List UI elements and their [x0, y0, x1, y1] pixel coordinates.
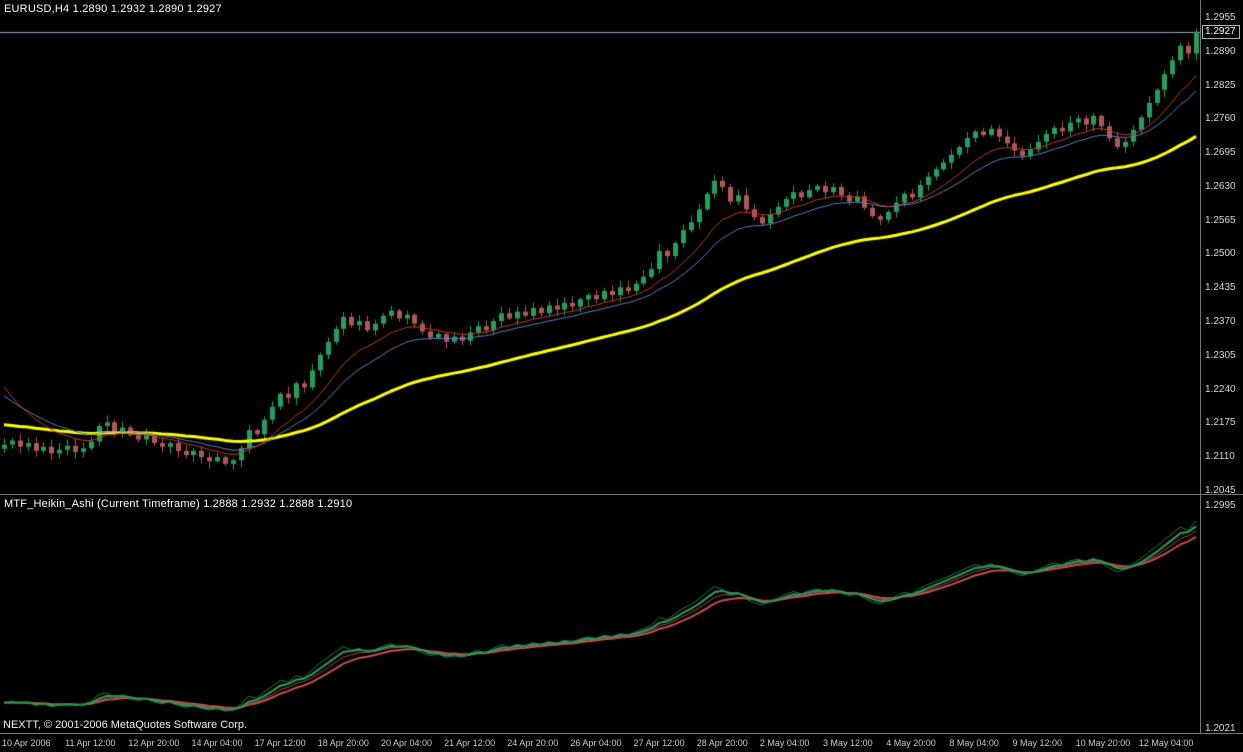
status-text: NEXTT, © 2001-2006 MetaQuotes Software C…: [3, 719, 248, 731]
price-axis[interactable]: 1.2927 1.2955 1.2890 1.2825 1.2760 1.2695 1.2…: [1200, 0, 1243, 496]
time-tick-label: 26 Apr 04:00: [570, 738, 622, 748]
time-tick-label: 11 Apr 12:00: [65, 738, 116, 748]
time-tick-label: 18 Apr 20:00: [317, 738, 369, 748]
price-tick-label: 1.2695: [1205, 147, 1236, 159]
indicator-axis[interactable]: 1.2995 1.2021: [1200, 495, 1243, 735]
time-tick-label: 10 Apr 2006: [2, 738, 51, 748]
main-chart-panel: EURUSD,H4 1.2890 1.2932 1.2890 1.2927 1.…: [0, 0, 1243, 496]
time-tick-label: 9 May 12:00: [1012, 738, 1063, 748]
indicator-tick-label: 1.2021: [1205, 723, 1236, 735]
main-chart-title: EURUSD,H4 1.2890 1.2932 1.2890 1.2927: [4, 3, 222, 15]
time-tick-label: 10 May 20:00: [1075, 738, 1131, 748]
indicator-panel: MTF_Heikin_Ashi (Current Timeframe) 1.28…: [0, 495, 1243, 734]
price-tick-label: 1.2110: [1205, 451, 1235, 463]
time-tick-label: 27 Apr 12:00: [633, 738, 685, 748]
price-tick-label: 1.2305: [1205, 349, 1236, 361]
price-tick-label: 1.2565: [1205, 214, 1236, 226]
main-chart-canvas[interactable]: [0, 0, 1200, 494]
time-tick-label: 8 May 04:00: [949, 738, 999, 748]
price-tick-label: 1.2435: [1205, 282, 1236, 294]
price-tick-label: 1.2500: [1205, 248, 1236, 260]
indicator-tick-label: 1.2995: [1205, 500, 1236, 512]
time-tick-label: 20 Apr 04:00: [380, 738, 432, 748]
time-tick-label: 24 Apr 20:00: [507, 738, 559, 748]
price-tick-label: 1.2825: [1205, 79, 1236, 91]
time-tick-label: 21 Apr 12:00: [444, 738, 496, 748]
time-tick-label: 12 Apr 20:00: [128, 738, 180, 748]
price-tick-label: 1.2630: [1205, 180, 1236, 192]
indicator-title: MTF_Heikin_Ashi (Current Timeframe) 1.28…: [4, 498, 353, 510]
price-tick-label: 1.2240: [1205, 383, 1236, 395]
price-tick-label: 1.2175: [1205, 417, 1236, 429]
time-tick-label: 3 May 12:00: [823, 738, 873, 748]
time-tick-label: 4 May 20:00: [886, 738, 936, 748]
time-tick-label: 17 Apr 12:00: [254, 738, 306, 748]
indicator-canvas[interactable]: [0, 495, 1200, 733]
time-tick-label: 2 May 04:00: [759, 738, 810, 748]
price-tick-label: 1.2760: [1205, 113, 1236, 125]
price-tick-label: 1.2955: [1205, 12, 1236, 24]
price-tick-label: 1.2045: [1205, 484, 1236, 496]
time-tick-label: 14 Apr 04:00: [191, 738, 243, 748]
price-tick-label: 1.2890: [1205, 45, 1236, 57]
time-tick-label: 28 Apr 20:00: [696, 738, 748, 748]
time-tick-label: 12 May 04:00: [1138, 738, 1194, 748]
time-axis[interactable]: 10 Apr 2006 11 Apr 12:00 12 Apr 20:00 14 Ap…: [0, 734, 1243, 752]
current-price-tag: 1.2927: [1202, 24, 1240, 39]
price-tick-label: 1.2370: [1205, 316, 1236, 328]
